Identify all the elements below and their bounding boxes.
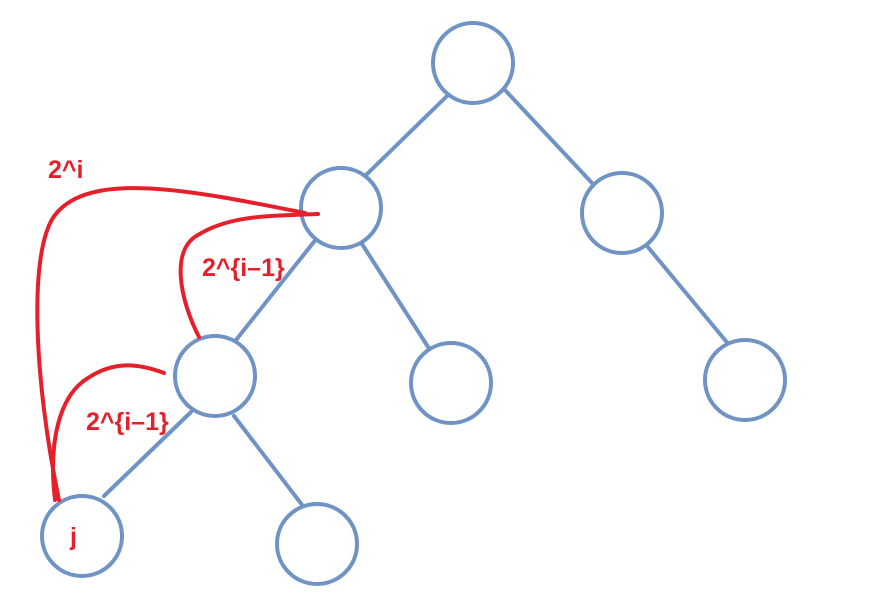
edge-mid-bottomright [232,414,308,512]
tree-node-bottom-right [275,502,359,586]
tree-node-right [580,171,664,255]
tree-nodes [40,21,787,586]
edge-left-middlechild [360,242,432,352]
tree-node-left [299,166,383,250]
edge-right-rightchild [645,244,732,348]
jump-arcs [35,186,320,502]
edge-left-leftchild [234,236,319,342]
tree-node-middle-leaf [409,341,493,425]
tree-node-right-leaf [703,338,787,422]
jump-arc-lower-half [51,363,166,502]
tree-edges [102,88,732,512]
edge-root-left [364,94,449,177]
edge-root-right [503,88,594,185]
labels: 2^i 2^{i–1} 2^{i–1} j [48,156,285,551]
label-lower-half: 2^{i–1} [86,408,169,436]
edge-mid-j [102,410,193,498]
jump-arc-upper-half [178,212,320,339]
tree-node-mid [173,334,257,418]
label-upper-half: 2^{i–1} [202,254,285,282]
jump-arc-2i [35,186,307,502]
tree-node-root [431,21,515,105]
tree-node-j [40,494,124,578]
label-node-j: j [69,523,77,551]
label-2i: 2^i [48,156,83,184]
